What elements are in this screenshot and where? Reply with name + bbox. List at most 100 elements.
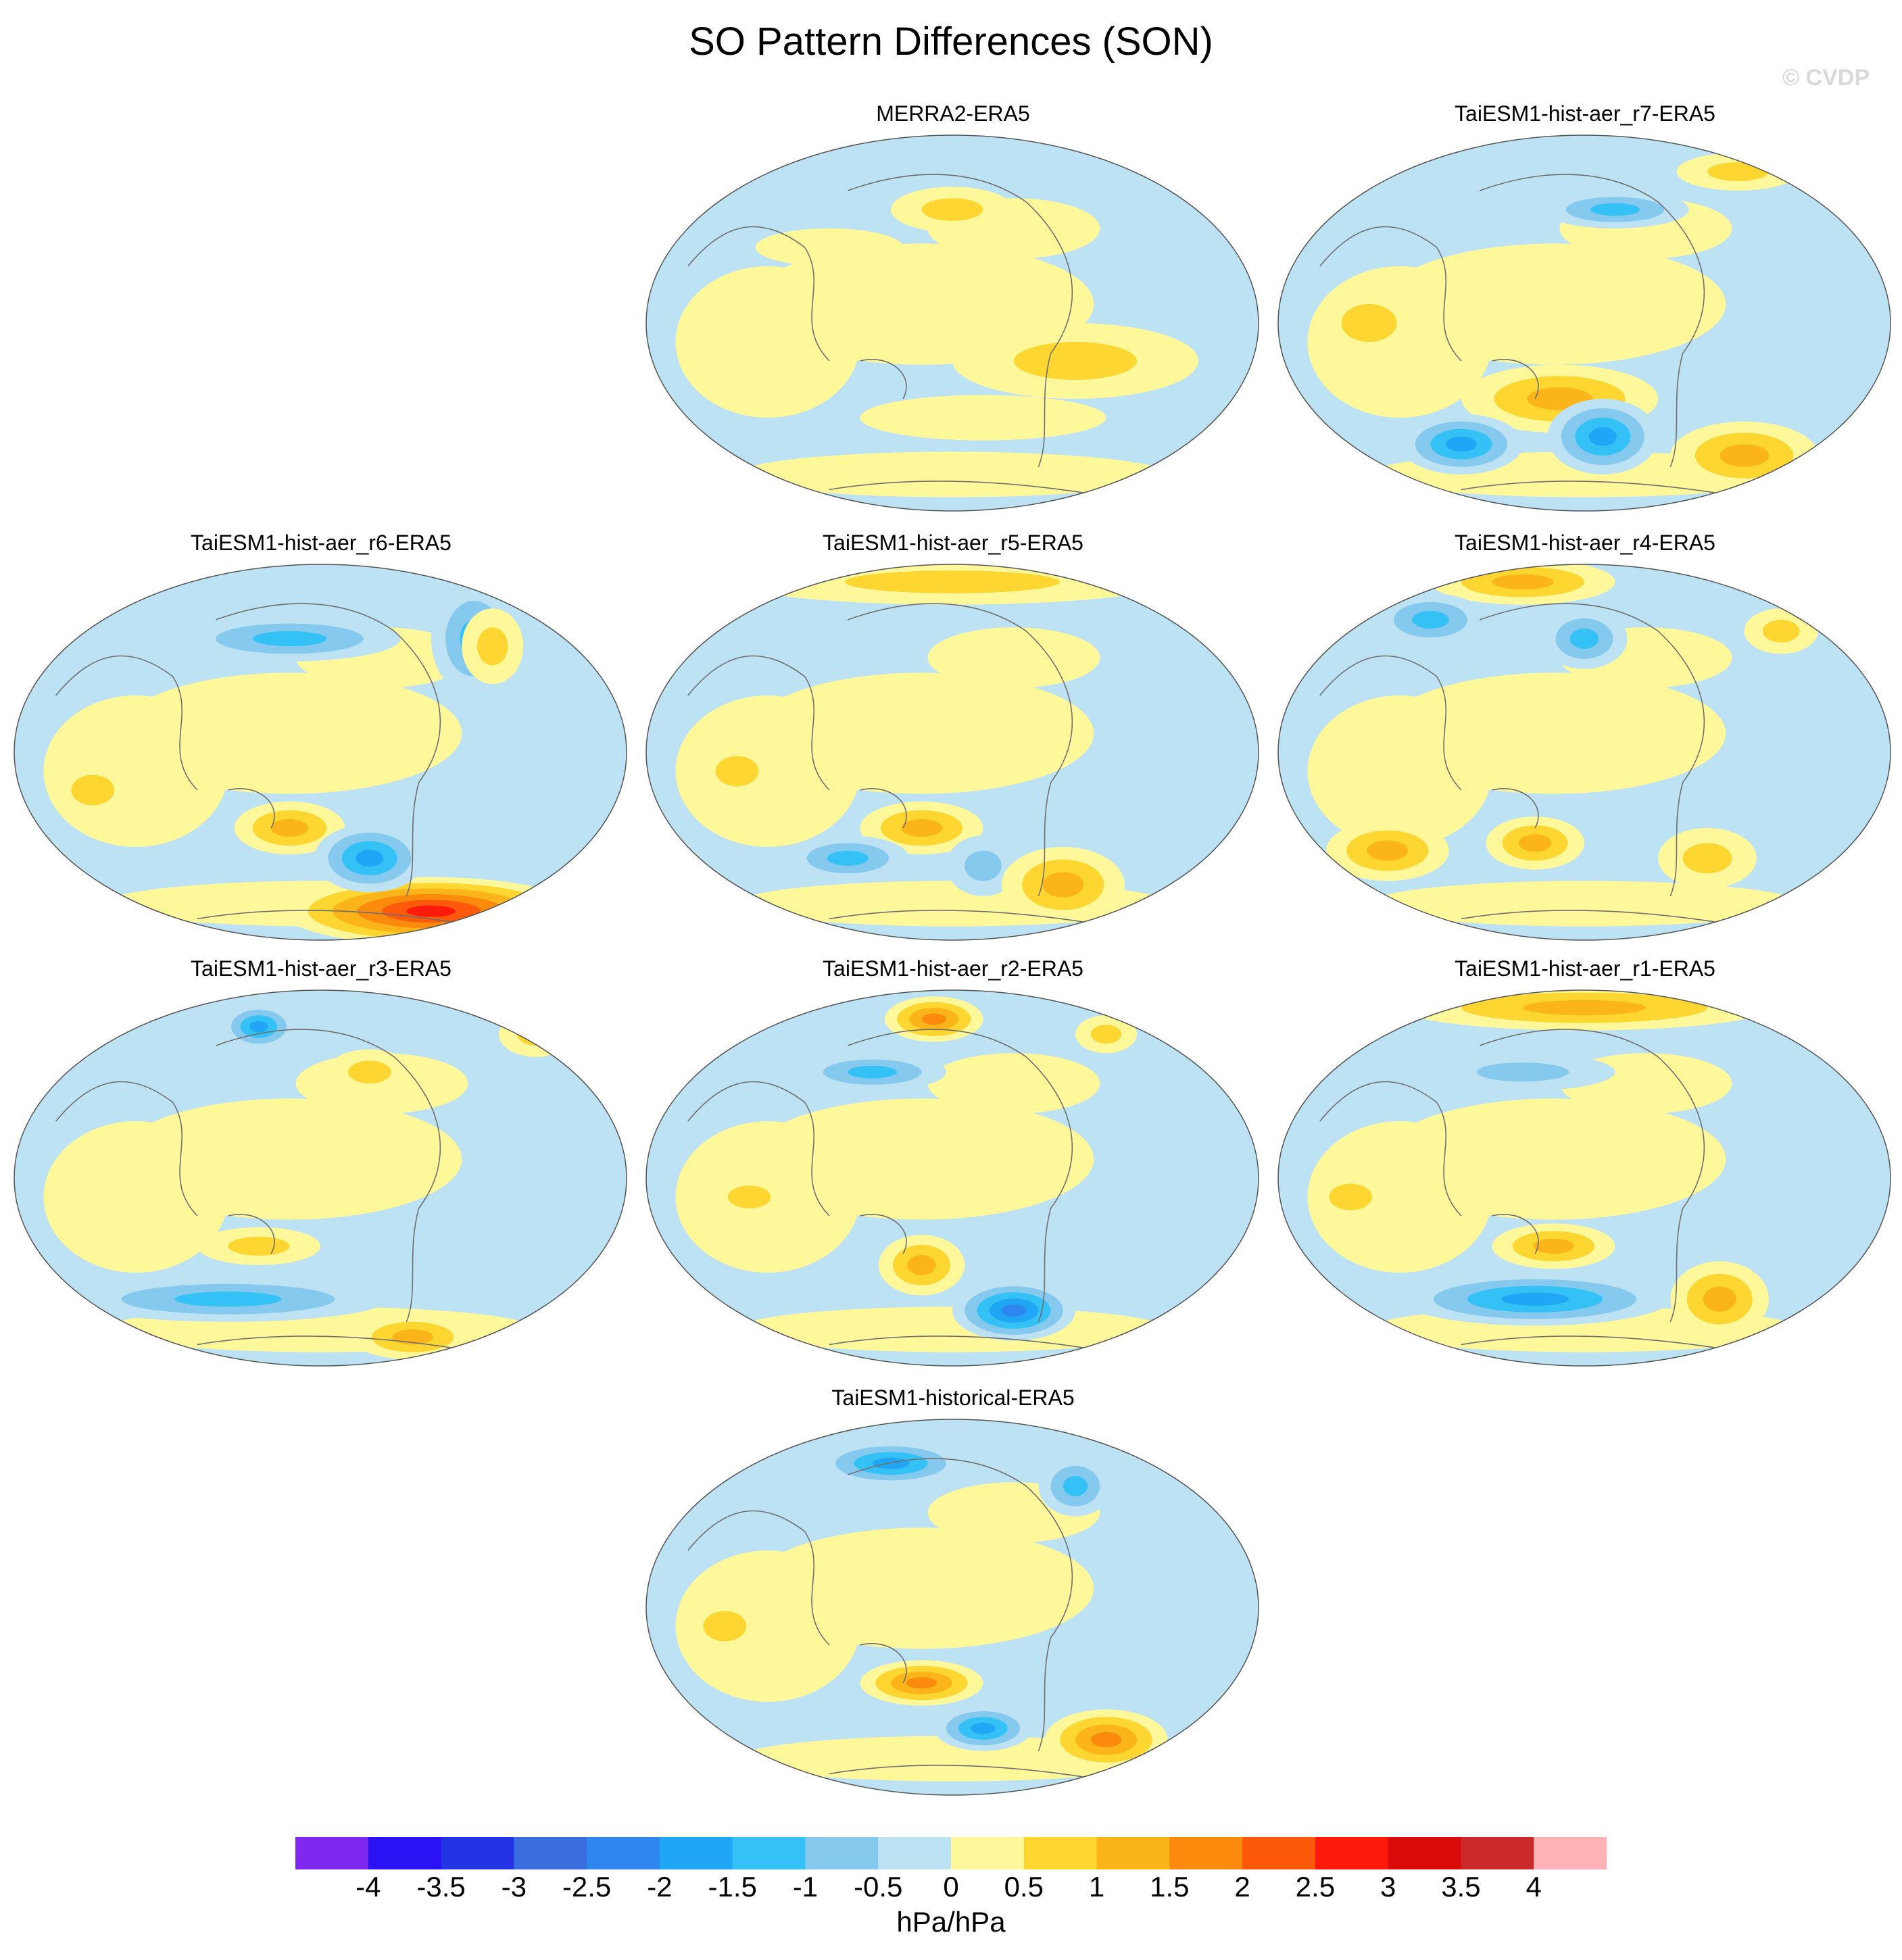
colorbar-box [659,1837,733,1869]
colorbar-box [368,1837,442,1869]
colorbar-tick: -1.5 [708,1871,757,1903]
colorbar-box [1169,1837,1243,1869]
anomaly-contour [1569,629,1599,649]
coastline [55,603,456,923]
colorbar-tick: -3.5 [416,1871,466,1903]
anomaly-contour [1523,1000,1646,1016]
anomaly-contour [1588,427,1617,446]
colorbar-box [805,1837,879,1869]
colorbar-tick: -2.5 [562,1871,612,1903]
colorbar-tick: -4 [356,1871,381,1903]
anomaly-contour [1446,437,1477,452]
anomaly-contour [907,1254,936,1275]
anomaly-contour [477,627,508,666]
colorbar [295,1837,1607,1869]
panel-title: TaiESM1-hist-aer_r3-ERA5 [191,956,452,981]
anomaly-contour [1063,1475,1088,1496]
colorbar-box [1096,1837,1170,1869]
colorbar-box [951,1837,1025,1869]
colorbar-box [1315,1837,1389,1869]
anomaly-contour [1682,843,1732,874]
anomaly-contour [971,1722,996,1734]
anomaly-contour [1412,610,1449,629]
colorbar-box [514,1837,587,1869]
colorbar-tick: 2 [1234,1871,1250,1903]
map-outline [645,564,1259,941]
map-outline [645,1419,1259,1796]
map-outline [645,134,1259,512]
map-svg [14,989,627,1367]
anomaly-contour [249,1021,268,1033]
map-field-patch [737,1306,1168,1352]
colorbar-tick: -0.5 [854,1871,903,1903]
panel-title: TaiESM1-hist-aer_r1-ERA5 [1455,956,1715,981]
anomaly-contour [1492,574,1554,590]
anomaly-contour [1001,1304,1027,1317]
map-svg [14,564,627,941]
colorbar-tick: -2 [647,1871,673,1903]
anomaly-contour [1329,1183,1373,1210]
anomaly-contour [1367,840,1409,861]
colorbar-tick: 1 [1088,1871,1105,1903]
anomaly-contour [921,1013,946,1025]
anomaly-contour [517,1023,554,1046]
anomaly-contour [1476,1062,1569,1082]
colorbar-box [295,1837,369,1869]
colorbar-tick: 1.5 [1150,1871,1190,1903]
coastline [1319,1029,1720,1349]
coastline [1319,603,1720,923]
anomaly-contour [174,1292,282,1307]
colorbar-tick: -3 [501,1871,527,1903]
anomaly-contour [844,570,1060,593]
panel-title: TaiESM1-hist-aer_r4-ERA5 [1455,531,1715,555]
anomaly-contour [1590,203,1640,216]
map-field-patch [1307,695,1492,847]
panel-title: TaiESM1-hist-aer_r2-ERA5 [823,956,1083,981]
map-field-patch [1369,881,1800,927]
anomaly-contour [1533,1238,1574,1254]
map-outline [1277,564,1891,941]
map-svg [1277,134,1891,512]
coastline [687,1458,1088,1778]
anomaly-contour [392,1329,433,1345]
anomaly-contour [1501,1292,1569,1306]
anomaly-contour [848,1065,898,1079]
anomaly-contour [406,905,456,917]
anomaly-contour [1090,1025,1122,1044]
panel-title: TaiESM1-hist-aer_r5-ERA5 [823,531,1083,555]
anomaly-contour [872,1457,910,1469]
colorbar-box [1534,1837,1607,1869]
map-outline [1277,134,1891,512]
anomaly-contour [1518,834,1552,852]
colorbar-tick: 3.5 [1441,1871,1481,1903]
map-svg [645,989,1259,1367]
anomaly-contour [921,198,983,221]
anomaly-contour [252,631,327,647]
panel-title: TaiESM1-hist-aer_r7-ERA5 [1455,101,1715,126]
colorbar-tick: 2.5 [1295,1871,1336,1903]
colorbar-tick: 4 [1526,1871,1542,1903]
anomaly-contour [827,850,869,866]
map-field-patch [43,1121,228,1273]
anomaly-contour [347,1060,391,1083]
coastline [687,174,1088,494]
map-field-patch [1307,1121,1492,1273]
panel-title: TaiESM1-historical-ERA5 [831,1386,1075,1410]
anomaly-contour [271,818,308,837]
chart-title: SO Pattern Differences (SON) [689,20,1213,64]
anomaly-contour [965,850,1002,881]
anomaly-contour [1014,342,1137,380]
panel-title: TaiESM1-hist-aer_r6-ERA5 [191,531,452,555]
colorbar-box [732,1837,806,1869]
colorbar-tick: -1 [792,1871,819,1903]
anomaly-contour [356,850,384,867]
anomaly-contour [703,1611,747,1642]
anomaly-contour [906,1677,937,1689]
cvdp-watermark: © CVDP [1782,65,1870,91]
colorbar-box [1461,1837,1534,1869]
map-field-patch [737,451,1168,497]
colorbar-box [1242,1837,1316,1869]
map-svg [645,1419,1259,1796]
colorbar-tick: 0.5 [1004,1871,1044,1903]
anomaly-contour [727,1185,771,1208]
